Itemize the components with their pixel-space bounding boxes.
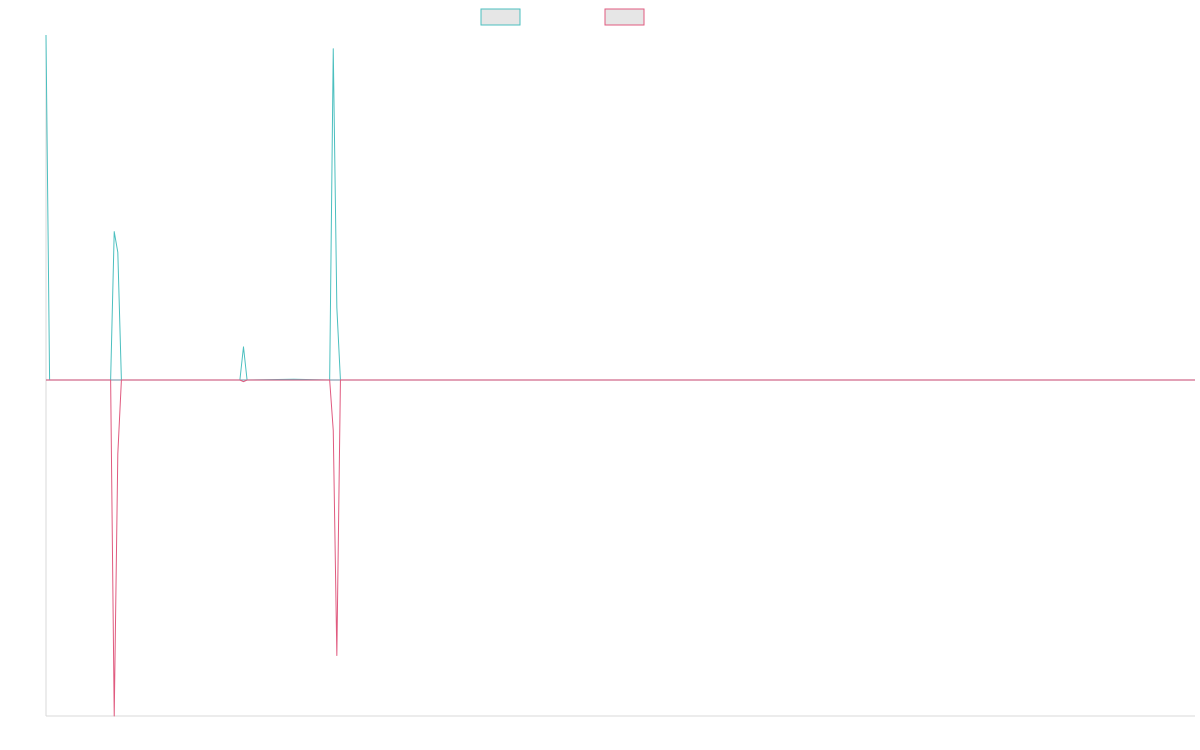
series-line-1	[45, 34, 1195, 381]
legend[interactable]	[480, 8, 645, 26]
legend-swatch-series-2[interactable]	[604, 8, 645, 26]
axes	[45, 35, 1195, 717]
legend-swatch-series-1[interactable]	[480, 8, 521, 26]
series-layer	[45, 34, 1195, 717]
series-line-2	[46, 379, 1195, 717]
